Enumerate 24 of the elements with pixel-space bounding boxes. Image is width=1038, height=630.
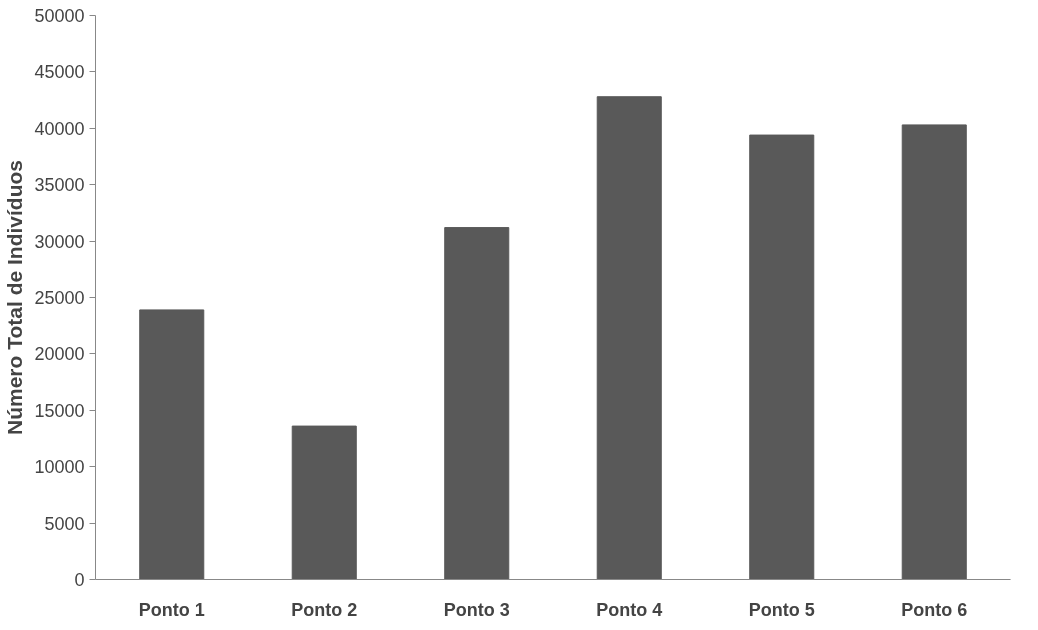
x-tick-label: Ponto 5 [748, 599, 815, 620]
bar [749, 134, 815, 580]
x-tick-label: Ponto 2 [291, 599, 358, 620]
y-tick-label: 25000 [34, 288, 85, 308]
y-tick-label: 20000 [34, 344, 85, 365]
bar [596, 96, 662, 580]
y-tick-label: 50000 [34, 6, 85, 26]
y-axis-title: Número Total de Indivíduos [3, 160, 27, 435]
y-tick-label: 5000 [44, 513, 85, 534]
bar [901, 124, 967, 580]
y-tick-label: 45000 [34, 62, 85, 83]
x-tick-label: Ponto 3 [443, 599, 510, 620]
y-tick-label: 40000 [34, 118, 85, 139]
bar [139, 309, 205, 580]
x-tick-label: Ponto 6 [901, 599, 968, 620]
y-tick-label: 0 [74, 570, 85, 590]
y-tick-label: 35000 [34, 175, 85, 196]
bar [444, 227, 510, 580]
y-tick-label: 10000 [34, 457, 85, 478]
x-tick-label: Ponto 1 [138, 599, 205, 620]
x-tick-label: Ponto 4 [596, 599, 663, 620]
bar [291, 425, 357, 580]
y-tick-label: 15000 [34, 400, 85, 421]
y-tick-label: 30000 [34, 231, 85, 252]
